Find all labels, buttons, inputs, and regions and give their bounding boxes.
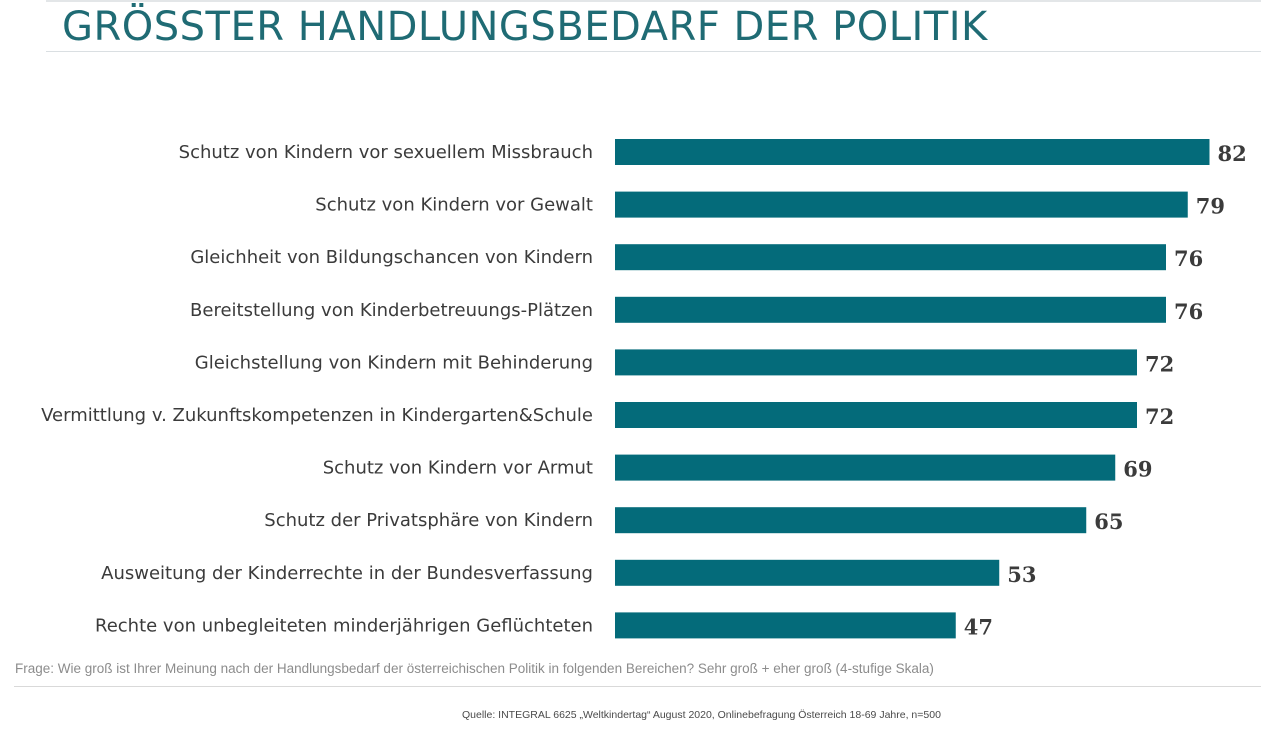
value-label: 76 bbox=[1174, 299, 1203, 324]
value-label: 65 bbox=[1094, 509, 1123, 534]
bar bbox=[615, 612, 956, 639]
category-label: Schutz der Privatsphäre von Kindern bbox=[264, 510, 593, 531]
category-label: Ausweitung der Kinderrechte in der Bunde… bbox=[101, 563, 593, 584]
survey-question: Frage: Wie groß ist Ihrer Meinung nach d… bbox=[15, 661, 934, 676]
value-label: 79 bbox=[1196, 194, 1225, 219]
top-border bbox=[46, 0, 1261, 2]
bar-chart: Schutz von Kindern vor sexuellem Missbra… bbox=[41, 139, 1247, 639]
category-label: Bereitstellung von Kinderbetreuungs-Plät… bbox=[190, 300, 593, 321]
value-label: 69 bbox=[1123, 457, 1152, 482]
value-label: 53 bbox=[1007, 562, 1036, 587]
footer-divider bbox=[14, 686, 1261, 687]
category-label: Gleichheit von Bildungschancen von Kinde… bbox=[190, 247, 593, 268]
value-label: 72 bbox=[1145, 404, 1174, 429]
category-label: Gleichstellung von Kindern mit Behinderu… bbox=[195, 352, 593, 373]
value-label: 82 bbox=[1218, 141, 1247, 166]
bar bbox=[615, 402, 1137, 428]
bar bbox=[615, 244, 1166, 271]
category-label: Schutz von Kindern vor Armut bbox=[323, 458, 593, 479]
category-label: Schutz von Kindern vor Gewalt bbox=[315, 195, 593, 216]
bar bbox=[615, 507, 1087, 534]
bar bbox=[615, 139, 1210, 165]
bar bbox=[615, 296, 1166, 323]
bar bbox=[615, 559, 1000, 586]
bar bbox=[615, 191, 1188, 218]
bar bbox=[615, 349, 1137, 376]
page-title: GRÖSSTER HANDLUNGSBEDARF DER POLITIK bbox=[62, 4, 988, 50]
category-label: Rechte von unbegleiteten minderjährigen … bbox=[95, 615, 593, 636]
category-label: Schutz von Kindern vor sexuellem Missbra… bbox=[179, 142, 593, 163]
title-divider bbox=[46, 51, 1261, 52]
source-note: Quelle: INTEGRAL 6625 „Weltkindertag“ Au… bbox=[462, 709, 941, 721]
value-label: 72 bbox=[1145, 351, 1174, 376]
value-label: 76 bbox=[1174, 246, 1203, 271]
bar bbox=[615, 454, 1116, 481]
category-label: Vermittlung v. Zukunftskompetenzen in Ki… bbox=[41, 405, 593, 426]
value-label: 47 bbox=[964, 614, 993, 639]
